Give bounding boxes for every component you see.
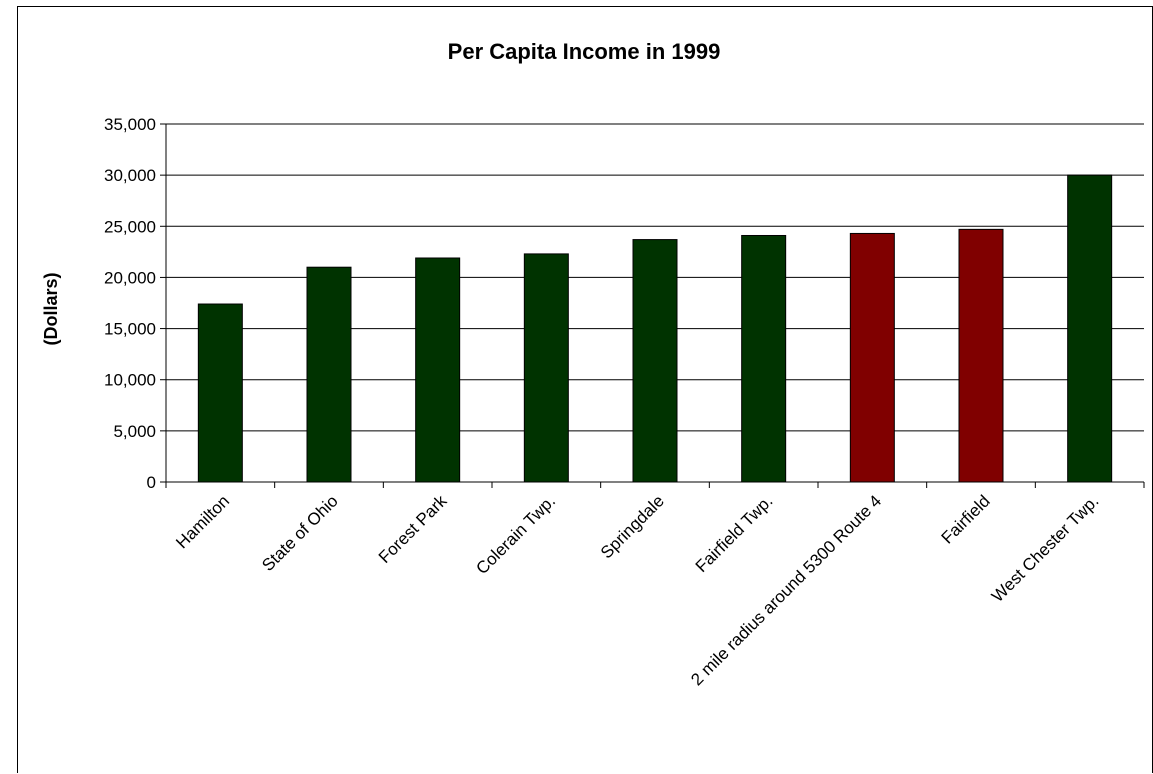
bar — [1067, 174, 1113, 483]
y-tick-label: 35,000 — [104, 115, 156, 134]
bar — [523, 253, 569, 483]
x-tick-label: Springdale — [597, 491, 668, 562]
y-tick-label: 15,000 — [104, 320, 156, 339]
bar — [415, 257, 461, 483]
y-axis-label: (Dollars) — [41, 272, 61, 345]
x-tick-label: West Chester Twp. — [988, 491, 1103, 606]
y-tick-label: 30,000 — [104, 166, 156, 185]
bar — [958, 228, 1004, 483]
x-tick-label: Fairfield — [938, 491, 994, 547]
bar — [197, 303, 243, 483]
x-tick-label: Forest Park — [375, 491, 451, 567]
x-tick-label: State of Ohio — [258, 491, 342, 575]
x-tick-label: Hamilton — [172, 491, 233, 552]
y-tick-label: 5,000 — [113, 422, 156, 441]
bar — [632, 239, 678, 483]
y-tick-label: 0 — [147, 473, 156, 492]
bar — [741, 234, 787, 483]
chart-title: Per Capita Income in 1999 — [448, 39, 721, 64]
y-tick-label: 10,000 — [104, 371, 156, 390]
y-tick-label: 20,000 — [104, 268, 156, 287]
chart-frame: Per Capita Income in 1999 (Dollars) 0 5,0… — [17, 6, 1153, 773]
y-tick-label: 25,000 — [104, 217, 156, 236]
x-tick-label: Fairfield Twp. — [692, 491, 777, 576]
bar — [306, 266, 352, 483]
y-tick-labels: 0 5,000 10,000 15,000 20,000 25,000 30,000 35,0… — [104, 115, 156, 492]
x-tick-label: Colerain Twp. — [472, 491, 559, 578]
bar — [849, 232, 895, 483]
x-tick-label: 2 mile radius around 5300 Route 4 — [687, 491, 885, 689]
bar-chart: Per Capita Income in 1999 (Dollars) 0 5,0… — [41, 39, 1145, 689]
x-tick-labels: Hamilton State of Ohio Forest Park Colerain… — [172, 491, 1102, 689]
axes — [160, 123, 1145, 488]
bars — [197, 174, 1113, 483]
